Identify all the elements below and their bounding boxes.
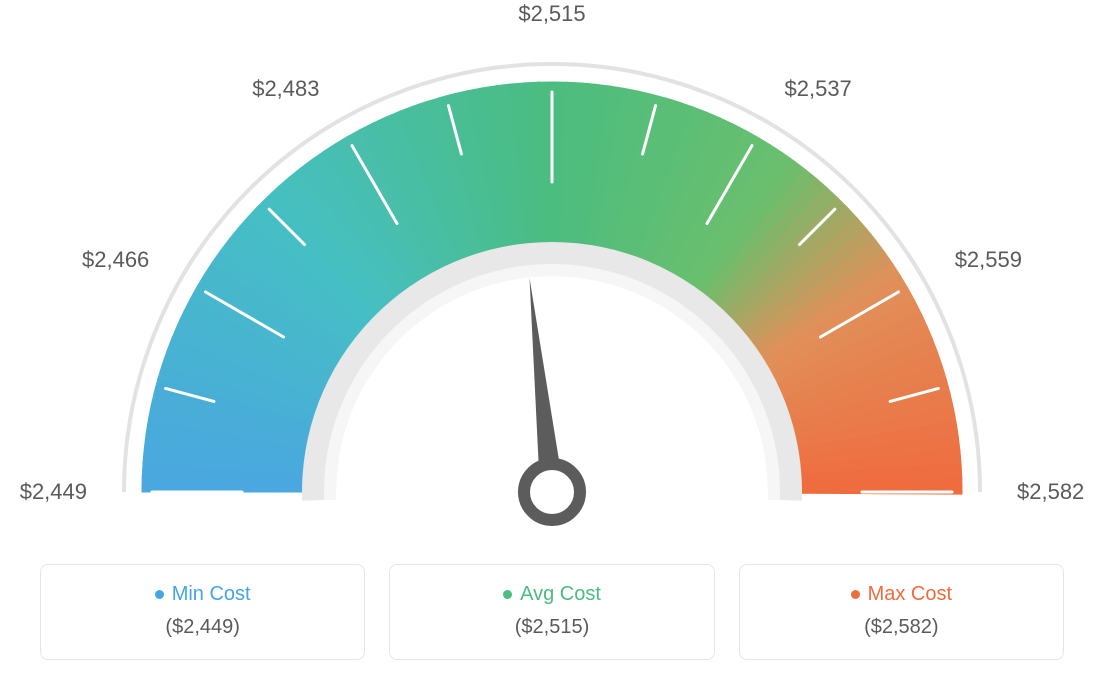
avg-cost-title-row: Avg Cost [503,583,601,606]
tick-label: $2,449 [20,479,87,505]
max-cost-title: Max Cost [868,583,952,606]
min-dot-icon [155,590,164,599]
gauge-svg [0,0,1104,540]
max-cost-card: Max Cost ($2,582) [739,564,1064,660]
max-dot-icon [851,590,860,599]
summary-cards: Min Cost ($2,449) Avg Cost ($2,515) Max … [40,564,1064,660]
min-cost-value: ($2,449) [53,616,352,639]
needle-hub-icon [524,464,580,520]
tick-label: $2,466 [82,247,149,273]
avg-cost-card: Avg Cost ($2,515) [389,564,714,660]
avg-cost-value: ($2,515) [402,616,701,639]
min-cost-title-row: Min Cost [155,583,251,606]
gauge-chart-container: $2,449 $2,466 $2,483 $2,515 $2,537 $2,559 $2,5… [0,0,1104,690]
max-cost-title-row: Max Cost [851,583,952,606]
min-cost-title: Min Cost [172,583,251,606]
tick-label: $2,515 [518,1,585,27]
avg-cost-title: Avg Cost [520,583,601,606]
tick-label: $2,559 [955,247,1022,273]
max-cost-value: ($2,582) [752,616,1051,639]
gauge-area: $2,449 $2,466 $2,483 $2,515 $2,537 $2,559 $2,5… [0,0,1104,540]
tick-label: $2,483 [252,76,319,102]
tick-label: $2,537 [785,76,852,102]
min-cost-card: Min Cost ($2,449) [40,564,365,660]
avg-dot-icon [503,590,512,599]
tick-label: $2,582 [1017,479,1084,505]
